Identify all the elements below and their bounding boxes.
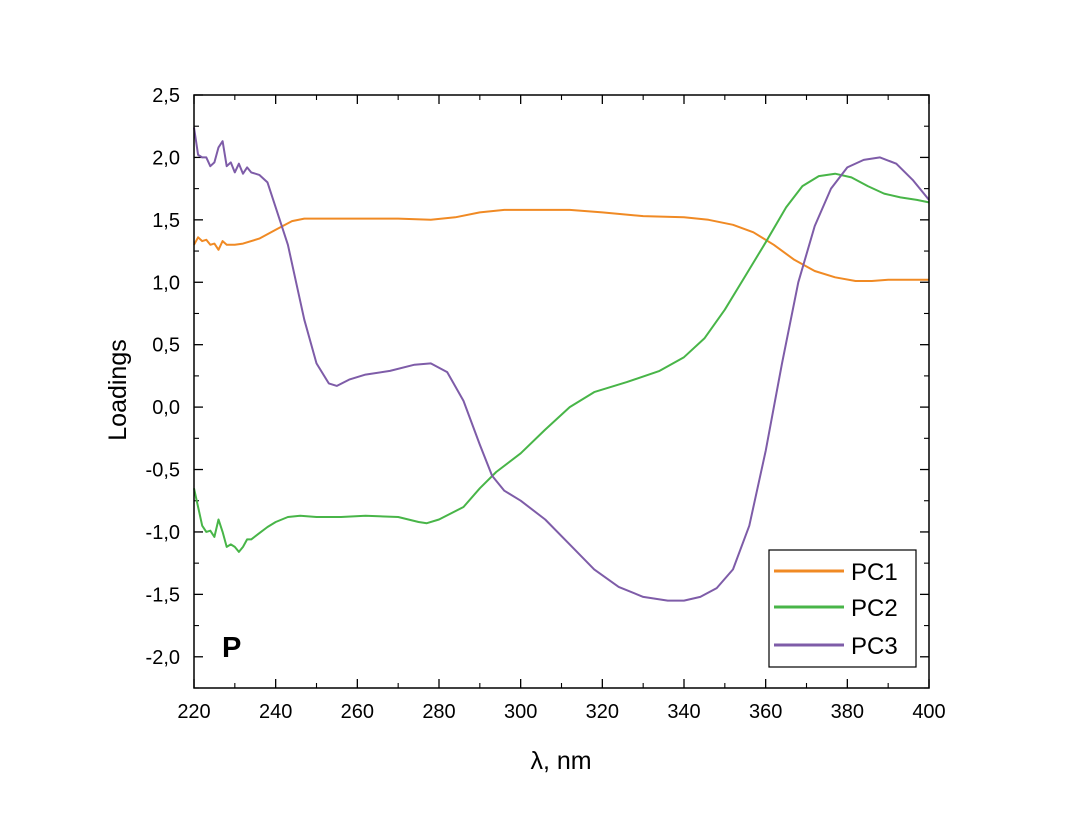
legend: PC1 PC2 PC3 — [768, 549, 917, 668]
y-tick-label: 2,5 — [152, 85, 180, 107]
y-tick-label: -1,5 — [146, 584, 180, 606]
x-tick-label: 300 — [504, 701, 537, 723]
x-tick-label: 220 — [177, 701, 210, 723]
x-tick-label: 260 — [341, 701, 374, 723]
y-tick-label: -2,0 — [146, 647, 180, 669]
x-tick-label: 380 — [831, 701, 864, 723]
legend-label-pc3: PC3 — [851, 633, 898, 660]
x-tick-label: 360 — [749, 701, 782, 723]
y-tick-label: 0,5 — [152, 335, 180, 357]
y-tick-label: -0,5 — [146, 460, 180, 482]
series-line-pc2 — [193, 172, 930, 553]
legend-label-pc2: PC2 — [851, 595, 898, 622]
series-line-pc1 — [193, 208, 929, 282]
series-line-pc3 — [193, 127, 930, 602]
legend-label-pc1: PC1 — [851, 559, 898, 586]
y-tick-label: -1,0 — [146, 522, 180, 544]
y-tick-label: 1,0 — [152, 272, 180, 294]
panel-label: P — [222, 632, 241, 664]
x-tick-label: 320 — [586, 701, 619, 723]
y-tick-label: 2,0 — [152, 147, 180, 169]
x-tick-label: 400 — [912, 701, 945, 723]
x-tick-label: 280 — [422, 701, 455, 723]
y-axis-title: Loadings — [104, 339, 132, 440]
x-tick-label: 240 — [259, 701, 292, 723]
plot-series — [193, 127, 930, 602]
x-axis-title: λ, nm — [530, 747, 591, 775]
y-tick-label: 0,0 — [152, 397, 180, 419]
x-tick-label: 340 — [667, 701, 700, 723]
axis-ticks: 220 240 260 280 300 320 340 360 380 400 -2,0 -1,5 -1… — [146, 85, 946, 723]
plot-frame — [193, 94, 930, 689]
y-tick-label: 1,5 — [152, 210, 180, 232]
